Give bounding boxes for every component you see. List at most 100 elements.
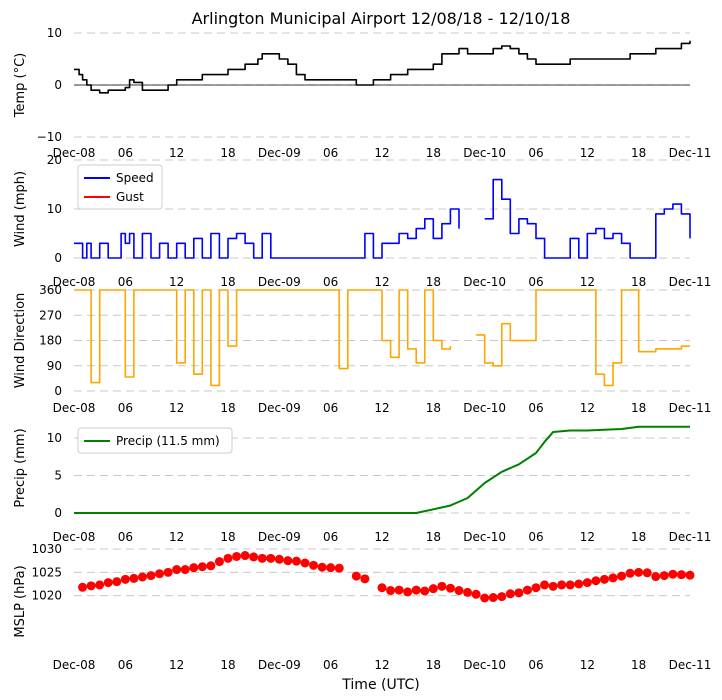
mslp-point xyxy=(232,551,242,561)
legend-entry: Precip (11.5 mm) xyxy=(116,434,220,448)
x-tick-label: Dec-08 xyxy=(53,530,96,544)
mslp-point xyxy=(488,593,498,603)
x-tick-label: Dec-11 xyxy=(669,146,712,160)
mslp-point xyxy=(291,556,301,566)
x-tick-label: 18 xyxy=(631,146,646,160)
mslp-point xyxy=(95,580,105,590)
mslp-point xyxy=(463,587,473,597)
y-tick-label: 90 xyxy=(47,359,62,373)
mslp-point xyxy=(497,592,507,602)
y-axis-label: Precip (mm) xyxy=(13,428,28,507)
mslp-point xyxy=(437,581,447,591)
x-tick-label: 12 xyxy=(374,658,389,672)
x-tick-label: Dec-11 xyxy=(669,401,712,415)
x-tick-label: 06 xyxy=(118,146,133,160)
x-tick-label: 06 xyxy=(323,658,338,672)
x-tick-label: Dec-10 xyxy=(463,658,506,672)
x-tick-label: 18 xyxy=(220,401,235,415)
mslp-point xyxy=(351,571,361,581)
x-tick-label: 12 xyxy=(580,146,595,160)
y-tick-label: 1025 xyxy=(31,565,62,579)
x-tick-label: 06 xyxy=(528,275,543,289)
x-tick-label: 06 xyxy=(528,401,543,415)
mslp-point xyxy=(608,573,618,583)
mslp-point xyxy=(223,553,233,563)
mslp-point xyxy=(557,580,567,590)
x-tick-label: 06 xyxy=(323,146,338,160)
mslp-point xyxy=(642,568,652,578)
x-tick-label: 12 xyxy=(580,530,595,544)
x-tick-label: Dec-10 xyxy=(463,146,506,160)
mslp-point xyxy=(565,580,575,590)
x-tick-label: Dec-08 xyxy=(53,146,96,160)
mslp-point xyxy=(317,562,327,572)
y-tick-label: 10 xyxy=(47,26,62,40)
mslp-point xyxy=(531,583,541,593)
x-tick-label: 18 xyxy=(631,530,646,544)
mslp-point xyxy=(206,561,216,571)
x-tick-label: 06 xyxy=(528,530,543,544)
panel-3: 0 5 10 Precip (mm) Dec-08 06 12 18 Dec-09 06 12 18 D… xyxy=(13,425,711,544)
mslp-point xyxy=(617,571,627,581)
mslp-point xyxy=(146,571,156,581)
series-line-2 xyxy=(74,289,690,387)
x-tick-label: 18 xyxy=(631,658,646,672)
x-tick-label: Dec-10 xyxy=(463,275,506,289)
legend-entry: Speed xyxy=(116,171,154,185)
mslp-point xyxy=(505,589,515,599)
x-tick-label: 12 xyxy=(374,146,389,160)
mslp-point xyxy=(86,581,96,591)
figure-title: Arlington Municipal Airport 12/08/18 - 1… xyxy=(192,9,571,28)
x-tick-label: 06 xyxy=(323,530,338,544)
y-tick-label: 360 xyxy=(39,283,62,297)
x-tick-label: 06 xyxy=(118,401,133,415)
mslp-point xyxy=(257,553,267,563)
y-tick-label: 0 xyxy=(54,78,62,92)
y-axis-label: Temp (°C) xyxy=(13,53,28,119)
x-tick-label: 06 xyxy=(118,275,133,289)
y-tick-label: −10 xyxy=(37,130,62,144)
x-tick-label: 18 xyxy=(220,146,235,160)
y-axis-label: MSLP (hPa) xyxy=(13,565,28,637)
mslp-point xyxy=(514,588,524,598)
x-tick-label: 12 xyxy=(169,658,184,672)
x-axis-label: Time (UTC) xyxy=(341,677,419,693)
x-tick-label: 12 xyxy=(580,401,595,415)
x-tick-label: 18 xyxy=(426,401,441,415)
y-tick-label: 1030 xyxy=(31,542,62,556)
x-tick-label: Dec-10 xyxy=(463,401,506,415)
x-tick-label: 12 xyxy=(374,275,389,289)
y-tick-label: 5 xyxy=(54,469,62,483)
mslp-point xyxy=(548,581,558,591)
mslp-point xyxy=(326,563,336,573)
mslp-point xyxy=(625,568,635,578)
x-tick-label: Dec-09 xyxy=(258,401,301,415)
mslp-point xyxy=(403,587,413,597)
mslp-point xyxy=(360,574,370,584)
mslp-point xyxy=(634,567,644,577)
legend-box xyxy=(77,427,233,454)
x-tick-label: 12 xyxy=(374,530,389,544)
x-tick-label: 12 xyxy=(169,401,184,415)
mslp-point xyxy=(309,560,319,570)
x-tick-label: 06 xyxy=(323,275,338,289)
y-tick-label: 10 xyxy=(47,202,62,216)
mslp-point xyxy=(411,585,421,595)
mslp-point xyxy=(480,593,490,603)
mslp-point xyxy=(300,558,310,568)
x-tick-label: Dec-08 xyxy=(53,275,96,289)
mslp-point xyxy=(172,565,182,575)
mslp-point xyxy=(651,572,661,582)
mslp-point xyxy=(180,565,190,575)
x-tick-label: 06 xyxy=(528,658,543,672)
x-tick-label: 06 xyxy=(118,530,133,544)
y-tick-label: 0 xyxy=(54,384,62,398)
x-tick-label: 18 xyxy=(220,275,235,289)
panel-1: 0 10 20 Wind (mph) Dec-08 06 12 18 Dec-09 06 12 18 D… xyxy=(13,153,711,289)
y-tick-label: 0 xyxy=(54,506,62,520)
x-tick-label: 18 xyxy=(426,658,441,672)
mslp-point xyxy=(240,551,250,561)
x-tick-label: Dec-09 xyxy=(258,530,301,544)
mslp-point xyxy=(582,578,592,588)
